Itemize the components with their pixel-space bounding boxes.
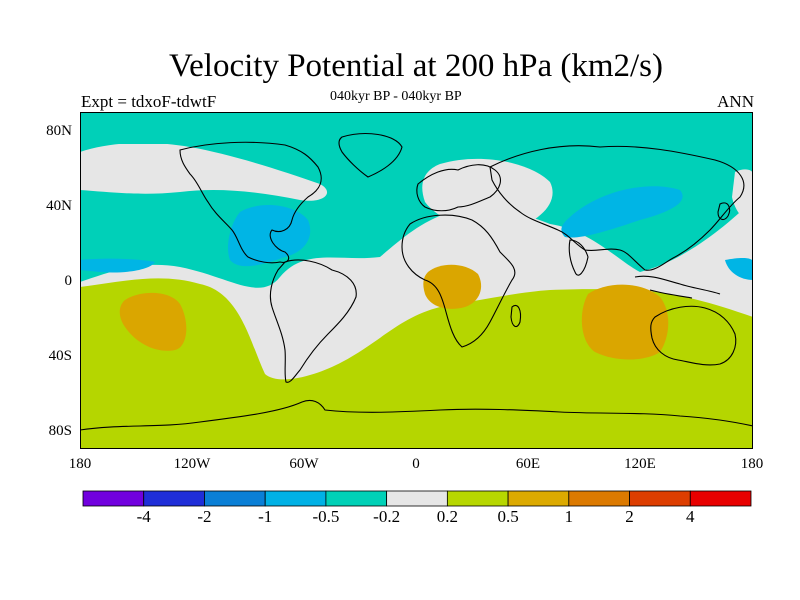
lat-label-80s: 80S (48, 423, 72, 439)
field-min-east-pacific (80, 258, 155, 273)
lon-label-0: 0 (412, 456, 420, 472)
field-neutral-north-2 (422, 158, 553, 232)
colorbar-swatch (204, 490, 266, 507)
colorbar-swatch (689, 490, 752, 507)
season-label: ANN (717, 92, 754, 111)
coastline-indonesia (634, 275, 721, 299)
lat-label-40s: 40S (48, 348, 72, 364)
field-max-indian-ocean (581, 284, 669, 360)
colorbar-tick-label: 1 (564, 507, 574, 526)
field-min-asia (561, 186, 683, 238)
coastline-antarctica (80, 399, 753, 431)
field-min-west-pacific (725, 257, 753, 280)
coastline-australia (650, 305, 737, 366)
coastline-asia (489, 145, 745, 271)
coastline-south-america (269, 259, 357, 383)
coastline-india (568, 239, 589, 276)
colorbar-tick-label: -0.5 (312, 507, 340, 526)
colorbar-tick-label: -2 (197, 507, 212, 526)
coastlines (80, 133, 753, 431)
colorbar-swatch (82, 490, 145, 507)
coastline-madagascar (510, 304, 522, 328)
colorbar-tick-label: -1 (258, 507, 273, 526)
map-panel (80, 112, 753, 449)
map-frame (80, 112, 753, 449)
lon-label-180w: 180 (68, 456, 92, 472)
coastline-north-america (179, 141, 322, 264)
colorbar-swatch (143, 490, 205, 507)
lon-label-120e: 120E (624, 456, 656, 472)
field-min-americas (228, 205, 311, 267)
colorbar-tick-label: 0.5 (497, 507, 519, 526)
field-max-south-pacific (119, 292, 187, 351)
lat-label-80n: 80N (46, 123, 72, 139)
map-subtitle: 040kyr BP - 040kyr BP (330, 89, 462, 104)
lat-label-40n: 40N (46, 198, 72, 214)
field-neutral-north-1 (80, 142, 328, 201)
lon-label-120w: 120W (173, 456, 211, 472)
colorbar-swatch (446, 490, 509, 507)
experiment-label: Expt = tdxoF-tdwtF (81, 92, 217, 111)
colorbar-tick-label: 4 (686, 507, 695, 526)
coastline-africa (401, 214, 516, 348)
colorbar-swatch (325, 490, 388, 507)
colorbar-swatch (264, 490, 327, 507)
colorbar-tick-label: -4 (136, 507, 151, 526)
coastline-greenland (338, 133, 403, 178)
coastline-japan (717, 202, 731, 221)
field-negative-arctic (80, 112, 753, 144)
colorbar-tick-label: -0.2 (373, 507, 401, 526)
colorbar-tick-label: 0.2 (436, 507, 458, 526)
colorbar-swatch (507, 490, 570, 507)
colorbar-swatch (568, 490, 630, 507)
lon-label-180e: 180 (740, 456, 764, 472)
field-max-africa (423, 264, 482, 309)
field-neutral-north-3 (732, 169, 753, 224)
colorbar-tick-label: 2 (625, 507, 634, 526)
lon-label-60w: 60W (289, 456, 319, 472)
colorbar (82, 490, 752, 507)
colorbar-swatch (386, 490, 448, 507)
coastline-europe (416, 164, 501, 212)
lat-label-eq: 0 (64, 273, 73, 289)
map-title: Velocity Potential at 200 hPa (km2/s) (168, 48, 664, 84)
colorbar-swatch (629, 490, 691, 507)
lon-label-60e: 60E (515, 456, 541, 472)
